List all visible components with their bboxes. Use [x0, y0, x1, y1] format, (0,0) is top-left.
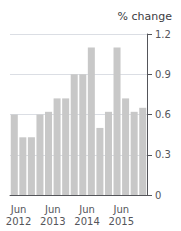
svg-text:0.3: 0.3: [155, 149, 171, 160]
svg-text:2013: 2013: [40, 216, 65, 227]
svg-text:1.2: 1.2: [155, 29, 171, 40]
svg-text:2012: 2012: [6, 216, 31, 227]
svg-text:2015: 2015: [109, 216, 134, 227]
svg-text:2014: 2014: [74, 216, 99, 227]
svg-text:Jun: Jun: [44, 204, 61, 215]
svg-text:Jun: Jun: [78, 204, 95, 215]
svg-text:0.9: 0.9: [155, 69, 171, 80]
svg-text:0: 0: [155, 190, 161, 201]
svg-text:% change: % change: [118, 10, 173, 23]
svg-text:0.6: 0.6: [155, 109, 171, 120]
svg-text:Jun: Jun: [10, 204, 27, 215]
svg-text:Jun: Jun: [113, 204, 130, 215]
